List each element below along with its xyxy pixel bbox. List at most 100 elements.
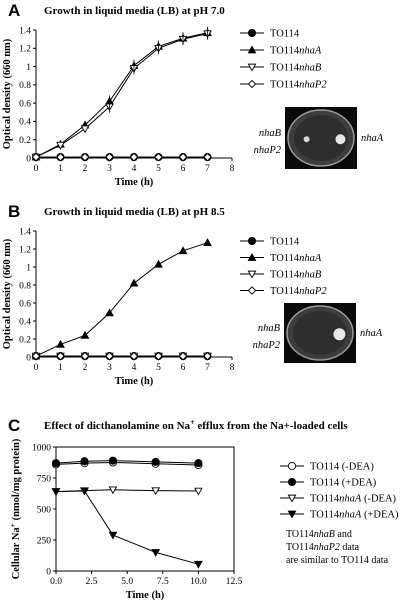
x-tick-label: 8 [230,164,235,174]
legend-label: TO114nhaB [270,63,322,74]
legend-marker [247,252,257,261]
data-point [194,487,203,496]
data-point [151,487,161,496]
note-line: are similar to TO114 data [286,555,389,566]
data-point [80,152,90,162]
data-point [203,152,212,162]
legend-label: TO114nhaP2 [270,80,327,91]
plate-label-right: nhaA [361,133,384,144]
data-point [178,351,188,361]
colony-nhaA [335,134,346,145]
legend-label: TO114nhaA (+DEA) [310,510,399,521]
legend: TO114 TO114nhaA TO114nhaB TO114nhaP2 [240,29,327,91]
legend-marker [247,45,257,54]
x-tick-label: 1 [58,164,63,174]
data-point [31,152,41,162]
data-point [154,259,163,268]
y-tick-label: 0.4 [19,317,31,327]
series-line [35,32,208,158]
legend-label: TO114nhaA [270,46,322,57]
panel-C: C Effect of dicthanolamine on Na+ efflux … [8,416,399,601]
plate-label-left-top: nhaB [258,323,281,334]
series-to114nhaa-dea- [51,487,203,569]
x-tick-label: 4 [132,164,137,174]
plate-photo: nhaB nhaP2 nhaA [254,107,384,169]
y-tick-label: 0.2 [19,136,31,146]
series-line [35,33,208,158]
y-tick-label: 1 [26,63,31,73]
data-point [194,459,203,468]
y-tick-label: 0.4 [19,118,31,128]
legend-label: TO114nhaP2 [270,286,327,297]
y-tick-label: 0.8 [19,81,31,91]
data-point [151,549,161,557]
plate-agar [294,115,348,161]
legend-marker [287,494,297,503]
x-tick-label: 7.5 [157,577,169,587]
data-point [56,339,65,348]
x-axis-label: Time (h) [126,590,165,601]
note-line: TO114nhaP2 data [286,542,360,553]
legend-marker [247,79,257,89]
series-line [55,490,199,565]
legend-marker [247,28,257,38]
plate-label-left-bottom: nhaP2 [254,145,282,156]
series-to114nhaa [31,26,212,161]
data-point [129,152,139,162]
series-to114nhab [31,27,212,162]
x-tick-label: 1 [58,363,63,373]
x-tick-label: 12.5 [226,577,243,587]
plate-photo: nhaB nhaP2 nhaA [253,303,383,363]
x-tick-label: 8 [230,363,235,373]
legend-label: TO114 [270,237,300,248]
x-tick-label: 2.5 [86,577,98,587]
y-tick-label: 1.4 [19,227,31,237]
plate-label-right: nhaA [360,328,383,339]
y-axis-label: Optical density (660 nm) [2,238,13,349]
series-to114-dea- [51,456,203,468]
y-tick-label: 500 [37,505,52,515]
data-point [56,141,65,150]
legend-label: TO114 [270,29,300,40]
x-tick-label: 7 [205,363,210,373]
x-tick-label: 2 [83,164,88,174]
y-tick-label: 0.8 [19,281,31,291]
panel-letter: C [8,416,20,435]
data-point [31,351,41,361]
note-line: TO114nhaB and [286,529,352,540]
data-point [56,351,65,361]
panel-title: Effect of dicthanolamine on Na+ efflux f… [44,418,348,433]
data-point [178,152,188,162]
y-axis-label: Optical density (660 nm) [2,38,13,149]
legend-marker [247,286,257,295]
plate-agar [293,311,347,355]
data-point [108,486,118,495]
data-point [151,457,160,466]
y-tick-label: 750 [37,474,52,484]
x-tick-label: 5 [156,363,161,373]
panel-B: B Growth in liquid media (LB) at pH 8.5 0 1… [2,202,383,387]
x-tick-label: 3 [107,363,112,373]
y-tick-label: 0.2 [19,335,31,345]
y-tick-label: 1.4 [19,26,31,36]
x-axis-label: Time (h) [115,177,154,188]
panel-letter: A [8,1,20,20]
series-to114nhap2 [31,152,212,162]
series-to114nhap2 [31,351,212,361]
legend-label: TO114nhaA [270,253,322,264]
plate-label-left-top: nhaB [259,128,282,139]
x-tick-label: 0 [34,164,39,174]
panel-title: Growth in liquid media (LB) at pH 8.5 [44,206,225,218]
plate-label-left-bottom: nhaP2 [253,340,281,351]
x-tick-label: 3 [107,164,112,174]
legend-label: TO114 (-DEA) [310,462,374,473]
colony-nhaA [333,328,346,341]
x-tick-label: 4 [132,363,137,373]
data-point [51,488,61,497]
x-tick-label: 5 [156,164,161,174]
data-point [203,351,212,361]
x-tick-label: 5.0 [121,577,133,587]
y-tick-label: 0.6 [19,99,31,109]
legend-marker [247,63,257,72]
